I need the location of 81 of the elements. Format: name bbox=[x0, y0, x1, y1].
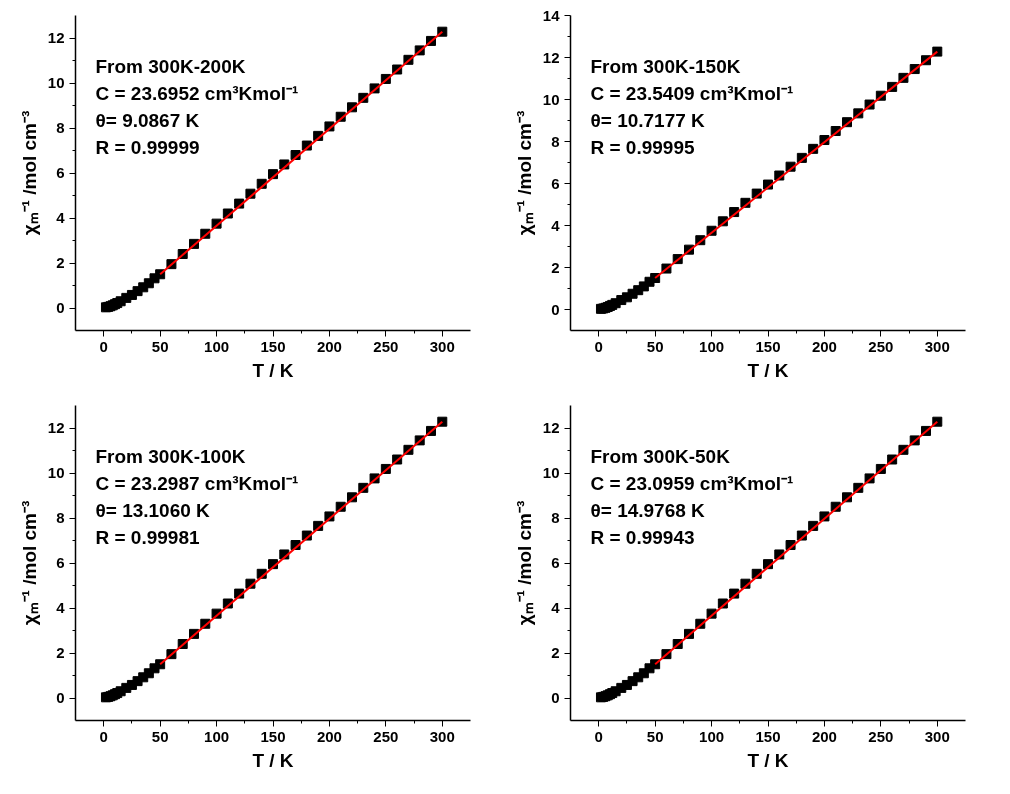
annotation: θ= 14.9768 K bbox=[590, 499, 706, 521]
y-tick-label: 10 bbox=[47, 74, 65, 91]
y-tick-label: 2 bbox=[551, 644, 560, 661]
y-tick-label: 8 bbox=[551, 132, 560, 150]
annotation: C = 23.0959 cm³Kmol⁻¹ bbox=[590, 472, 794, 494]
y-tick-label: 14 bbox=[542, 6, 561, 24]
y-tick-label: 2 bbox=[56, 644, 65, 661]
x-tick-label: 100 bbox=[204, 727, 230, 745]
y-tick-label: 4 bbox=[56, 209, 66, 226]
x-tick-label: 150 bbox=[260, 337, 286, 355]
y-tick-label: 6 bbox=[56, 164, 65, 181]
x-tick-label: 50 bbox=[151, 337, 169, 355]
x-tick-label: 250 bbox=[868, 727, 894, 745]
x-axis-title: T / K bbox=[252, 749, 294, 771]
x-tick-label: 50 bbox=[151, 727, 169, 745]
y-tick-label: 0 bbox=[56, 689, 65, 706]
x-tick-label: 300 bbox=[924, 337, 950, 355]
y-axis-title: χₘ⁻¹ /mol cm⁻³ bbox=[513, 110, 535, 236]
annotation: R = 0.99943 bbox=[590, 526, 695, 548]
x-tick-label: 200 bbox=[316, 337, 342, 355]
annotation: From 300K-200K bbox=[95, 55, 246, 77]
y-tick-label: 8 bbox=[56, 509, 65, 526]
annotation: θ= 13.1060 K bbox=[95, 499, 211, 521]
y-tick-label: 4 bbox=[551, 216, 561, 234]
x-tick-label: 100 bbox=[699, 337, 725, 355]
y-tick-label: 4 bbox=[56, 599, 66, 616]
y-tick-label: 0 bbox=[551, 689, 560, 706]
annotation: θ= 9.0867 K bbox=[95, 109, 200, 131]
x-tick-label: 50 bbox=[646, 337, 664, 355]
y-tick-label: 12 bbox=[47, 419, 65, 436]
x-axis-title: T / K bbox=[252, 359, 294, 381]
y-axis-title: χₘ⁻¹ /mol cm⁻³ bbox=[18, 110, 40, 236]
y-tick-label: 10 bbox=[542, 90, 560, 108]
x-tick-label: 150 bbox=[755, 727, 781, 745]
y-tick-label: 8 bbox=[56, 119, 65, 136]
x-tick-label: 250 bbox=[868, 337, 894, 355]
y-axis-title: χₘ⁻¹ /mol cm⁻³ bbox=[18, 500, 40, 626]
x-tick-label: 0 bbox=[594, 337, 603, 355]
x-tick-label: 200 bbox=[316, 727, 342, 745]
x-tick-label: 0 bbox=[99, 337, 108, 355]
x-axis-title: T / K bbox=[747, 749, 789, 771]
annotation: From 300K-50K bbox=[590, 445, 731, 467]
y-tick-label: 0 bbox=[56, 299, 65, 316]
y-tick-label: 10 bbox=[47, 464, 65, 481]
x-tick-label: 250 bbox=[373, 727, 399, 745]
annotation: R = 0.99999 bbox=[95, 136, 200, 158]
annotation: R = 0.99981 bbox=[95, 526, 200, 548]
y-tick-label: 4 bbox=[551, 599, 561, 616]
y-tick-label: 0 bbox=[551, 300, 560, 318]
x-tick-label: 0 bbox=[99, 727, 108, 745]
x-tick-label: 150 bbox=[260, 727, 286, 745]
x-tick-label: 0 bbox=[594, 727, 603, 745]
y-tick-label: 12 bbox=[542, 419, 560, 436]
x-axis-title: T / K bbox=[747, 359, 789, 381]
annotation: C = 23.5409 cm³Kmol⁻¹ bbox=[590, 82, 794, 104]
x-tick-label: 50 bbox=[646, 727, 664, 745]
y-axis-title: χₘ⁻¹ /mol cm⁻³ bbox=[513, 500, 535, 626]
y-tick-label: 10 bbox=[542, 464, 560, 481]
x-tick-label: 300 bbox=[429, 337, 455, 355]
annotation: R = 0.99995 bbox=[590, 136, 695, 158]
x-tick-label: 200 bbox=[811, 337, 837, 355]
annotation: θ= 10.7177 K bbox=[590, 109, 706, 131]
annotation: C = 23.2987 cm³Kmol⁻¹ bbox=[95, 472, 299, 494]
x-tick-label: 300 bbox=[924, 727, 950, 745]
y-tick-label: 8 bbox=[551, 509, 560, 526]
y-tick-label: 12 bbox=[542, 48, 560, 66]
x-tick-label: 300 bbox=[429, 727, 455, 745]
annotation: From 300K-150K bbox=[590, 55, 741, 77]
y-tick-label: 6 bbox=[551, 174, 560, 192]
x-tick-label: 250 bbox=[373, 337, 399, 355]
annotation: C = 23.6952 cm³Kmol⁻¹ bbox=[95, 82, 299, 104]
y-tick-label: 6 bbox=[56, 554, 65, 571]
annotation: From 300K-100K bbox=[95, 445, 246, 467]
x-tick-label: 200 bbox=[811, 727, 837, 745]
y-tick-label: 2 bbox=[56, 254, 65, 271]
x-tick-label: 150 bbox=[755, 337, 781, 355]
x-tick-label: 100 bbox=[699, 727, 725, 745]
x-tick-label: 100 bbox=[204, 337, 230, 355]
y-tick-label: 12 bbox=[47, 29, 65, 46]
y-tick-label: 2 bbox=[551, 258, 560, 276]
y-tick-label: 6 bbox=[551, 554, 560, 571]
